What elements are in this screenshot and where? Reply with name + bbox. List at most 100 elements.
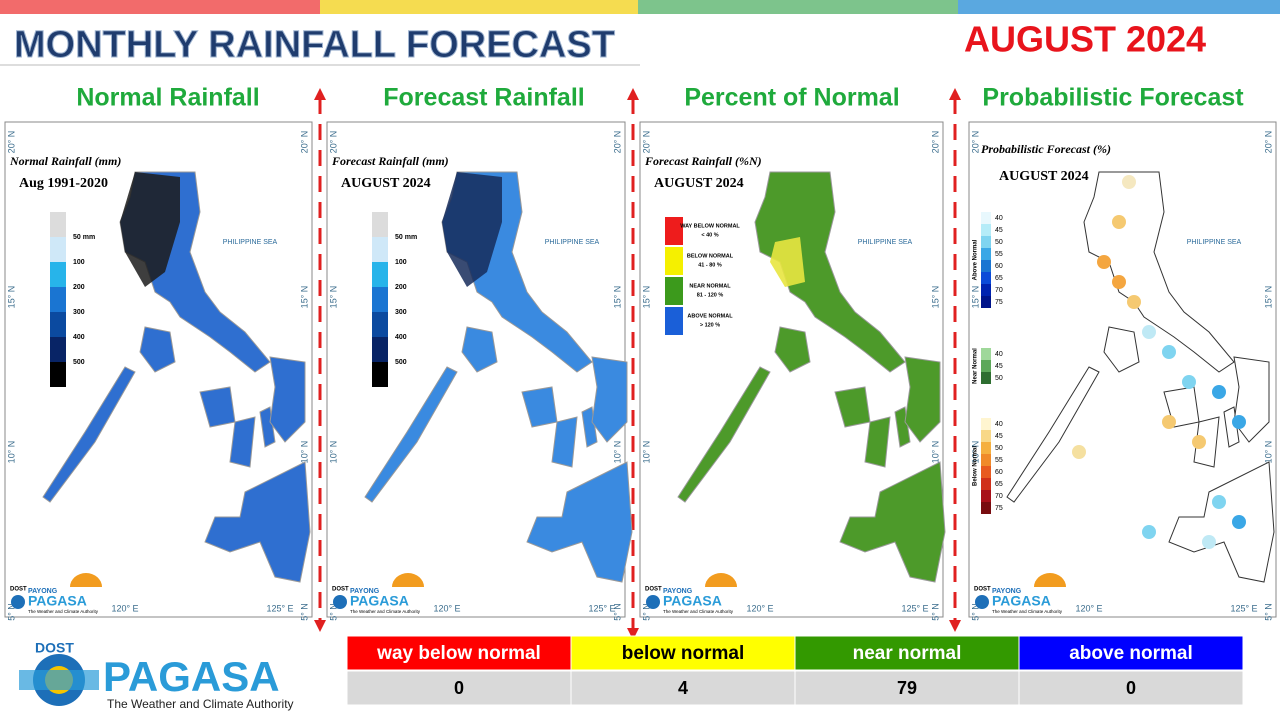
lat-label: 15° N xyxy=(1263,286,1273,309)
lat-label: 20° N xyxy=(641,131,651,154)
logo-icon xyxy=(333,595,347,609)
header-text: above normal xyxy=(1069,643,1193,664)
legend-label: 70 xyxy=(995,493,1003,500)
panel-heading: Normal Rainfall xyxy=(76,84,259,112)
lon-label: 125° E xyxy=(901,603,928,613)
legend-range: 41 - 80 % xyxy=(698,262,722,268)
legend-swatch xyxy=(372,312,388,337)
legend-swatch xyxy=(50,337,66,362)
count-text: 79 xyxy=(897,678,917,698)
legend-swatch xyxy=(981,224,991,236)
legend-swatch xyxy=(981,442,991,454)
map-subtitle: Aug 1991-2020 xyxy=(19,176,108,191)
island xyxy=(1006,366,1100,503)
island xyxy=(269,356,306,443)
divider-arrows xyxy=(314,88,961,640)
station-dot xyxy=(1097,255,1111,269)
legend-swatch xyxy=(981,248,991,260)
dividers xyxy=(314,88,961,640)
count-text: 4 xyxy=(678,678,688,698)
legend-label: 40 xyxy=(995,351,1003,358)
island xyxy=(229,416,256,468)
lat-label: 5° N xyxy=(612,603,622,621)
legend-swatch xyxy=(665,307,683,335)
island xyxy=(204,461,311,583)
legend-label: 40 xyxy=(995,421,1003,428)
legend-label: 400 xyxy=(73,334,85,341)
lat-label: 15° N xyxy=(970,286,980,309)
station-dot xyxy=(1192,435,1206,449)
legend-swatch xyxy=(372,337,388,362)
lon-label: 120° E xyxy=(111,603,138,613)
lon-label: 120° E xyxy=(433,603,460,613)
legend-swatch xyxy=(981,454,991,466)
lat-label: 10° N xyxy=(328,441,338,464)
legend-range: > 120 % xyxy=(700,322,720,328)
legend-swatch xyxy=(981,372,991,384)
count-cell xyxy=(346,670,572,706)
legend-swatch xyxy=(981,272,991,284)
legend-label: 50 xyxy=(995,375,1003,382)
legend-group: Above Normal xyxy=(973,239,979,280)
legend-label: 60 xyxy=(995,263,1003,270)
logo-agency: DOST xyxy=(974,587,991,593)
lon-label: 125° E xyxy=(1230,603,1257,613)
legend-swatch xyxy=(981,212,991,224)
sea-label: PHILIPPINE SEA xyxy=(545,239,600,246)
legend-swatch xyxy=(372,287,388,312)
lat-label: 15° N xyxy=(6,286,16,309)
station-dot xyxy=(1232,415,1246,429)
island xyxy=(364,366,458,503)
legend-swatch xyxy=(981,236,991,248)
legend-group: Near Normal xyxy=(973,348,979,384)
legend-label: 55 xyxy=(995,251,1003,258)
legend-swatch xyxy=(50,212,66,237)
station-dot xyxy=(1142,525,1156,539)
legend-swatch xyxy=(50,262,66,287)
arrow-head xyxy=(627,88,639,100)
island xyxy=(754,171,906,373)
arrow-head xyxy=(627,628,639,640)
lat-label: 20° N xyxy=(6,131,16,154)
logo-icon xyxy=(975,595,989,609)
station-dot xyxy=(1112,275,1126,289)
legend-group: Below Normal xyxy=(973,446,979,486)
below-region xyxy=(770,237,805,287)
station-dot xyxy=(1182,375,1196,389)
summary-table: way below normal 0 below normal 4 near norma… xyxy=(346,635,1244,706)
legend-swatch xyxy=(981,466,991,478)
arrow-head xyxy=(314,620,326,632)
map-panel: 20° N 20° N15° N 15° N10° N 10° N5° N 5° N12… xyxy=(639,121,946,621)
logo-brand-top: PAYONG xyxy=(350,588,380,595)
legend-label: 400 xyxy=(395,334,407,341)
logo-tagline: The Weather and Climate Authority xyxy=(28,609,99,614)
legend-swatch xyxy=(50,362,66,387)
legend-label: 100 xyxy=(395,259,407,266)
legend-swatch xyxy=(50,312,66,337)
legend-range: 81 - 120 % xyxy=(697,292,724,298)
logo-brand: PAGASA xyxy=(663,593,722,609)
legend-swatch xyxy=(981,296,991,308)
island xyxy=(904,356,941,443)
station-dot xyxy=(1122,175,1136,189)
legend-label: BELOW NORMAL xyxy=(687,253,734,259)
header-cell xyxy=(346,635,572,671)
sea-label: PHILIPPINE SEA xyxy=(223,239,278,246)
lat-label: 15° N xyxy=(641,286,651,309)
dark-region xyxy=(442,172,502,287)
map-title: Probabilistic Forecast (%) xyxy=(981,142,1111,156)
legend-swatch xyxy=(665,277,683,305)
island xyxy=(551,416,578,468)
legend-label: 300 xyxy=(395,309,407,316)
lat-label: 5° N xyxy=(6,603,16,621)
legend-label: 75 xyxy=(995,299,1003,306)
logo-umbrella xyxy=(70,573,102,587)
legend-swatch xyxy=(50,237,66,262)
lat-label: 5° N xyxy=(328,603,338,621)
island xyxy=(864,416,891,468)
panel-heading: Probabilistic Forecast xyxy=(982,84,1244,112)
station-dot xyxy=(1072,445,1086,459)
